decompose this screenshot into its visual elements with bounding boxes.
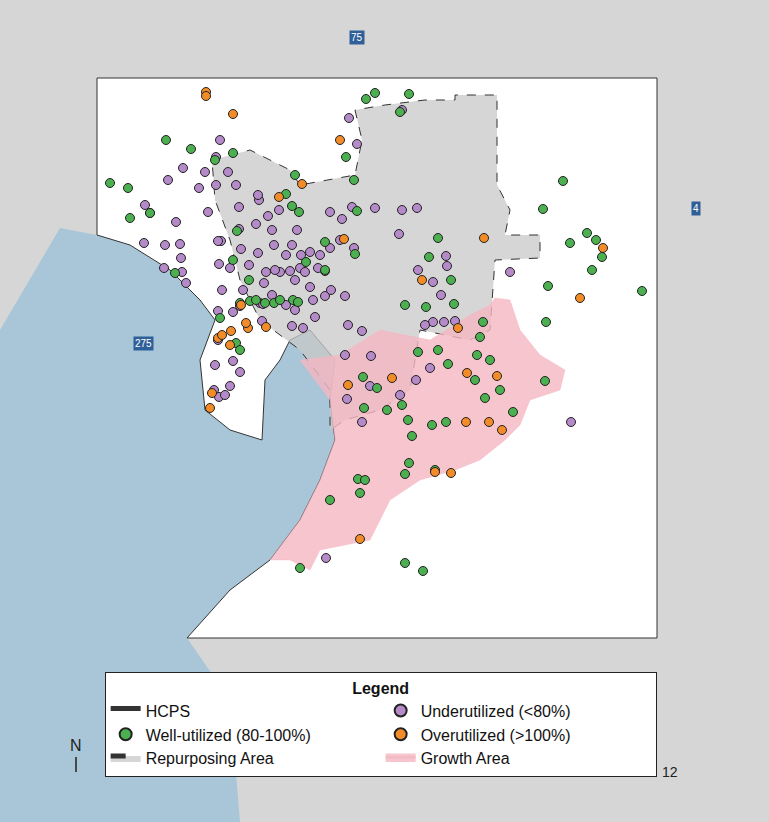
svg-text:Repurposing Area: Repurposing Area (146, 750, 274, 767)
svg-text:Legend: Legend (352, 680, 409, 697)
svg-text:75: 75 (351, 32, 363, 43)
svg-text:N: N (70, 737, 82, 754)
svg-text:Growth Area: Growth Area (421, 750, 510, 767)
svg-text:Well-utilized (80-100%): Well-utilized (80-100%) (146, 727, 311, 744)
svg-text:12: 12 (662, 764, 678, 780)
svg-text:Underutilized (<80%): Underutilized (<80%) (421, 703, 571, 720)
svg-text:HCPS: HCPS (146, 703, 190, 720)
svg-text:Overutilized (>100%): Overutilized (>100%) (421, 727, 571, 744)
svg-text:4: 4 (693, 203, 699, 214)
svg-text:275: 275 (135, 338, 152, 349)
